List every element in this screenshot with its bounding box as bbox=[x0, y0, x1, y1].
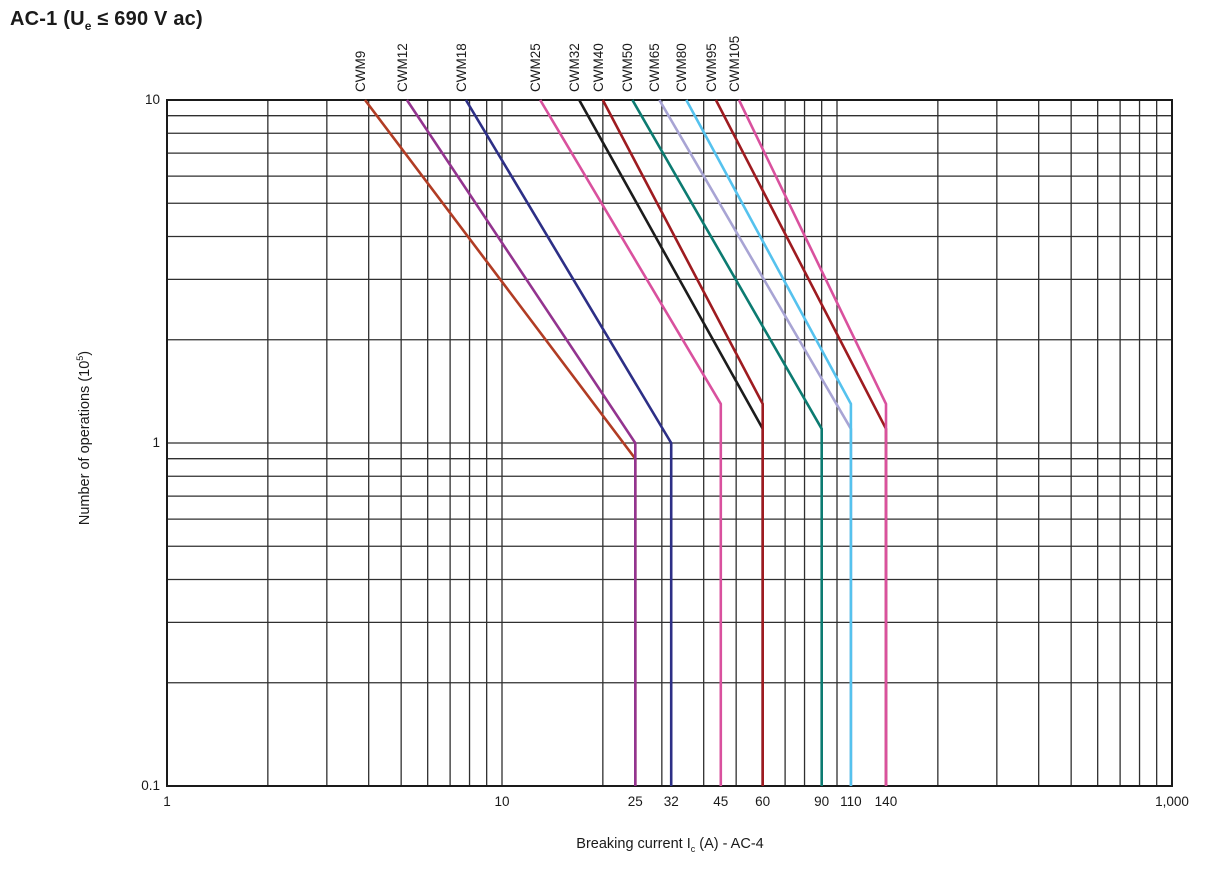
curve-label-cwm12: CWM12 bbox=[394, 43, 410, 92]
curve-label-cwm18: CWM18 bbox=[453, 43, 469, 92]
x-tick-label-45: 45 bbox=[713, 794, 729, 809]
y-axis-label-text: Number of operations (10 bbox=[76, 360, 93, 526]
curve-label-cwm32: CWM32 bbox=[567, 43, 583, 92]
y-tick-label-1: 1 bbox=[152, 435, 160, 450]
x-tick-label-25: 25 bbox=[627, 794, 643, 809]
curve-label-cwm40: CWM40 bbox=[590, 43, 606, 92]
y-axis-label-superscript: 5 bbox=[75, 355, 86, 361]
x-tick-label-110: 110 bbox=[840, 794, 862, 809]
curve-cwm105 bbox=[737, 99, 888, 786]
curve-label-cwm50: CWM50 bbox=[620, 43, 636, 92]
y-axis-label: Number of operations (105) bbox=[75, 351, 93, 525]
curve-cwm40 bbox=[601, 99, 765, 786]
x-tick-label-140: 140 bbox=[874, 794, 898, 809]
x-tick-label-60: 60 bbox=[755, 794, 771, 809]
x-axis-label-text-end: (A) - AC-4 bbox=[695, 836, 764, 852]
chart-title-text-end: ≤ 690 V ac) bbox=[91, 8, 203, 30]
y-tick-label-10: 10 bbox=[144, 92, 160, 107]
curve-cwm80 bbox=[685, 99, 853, 786]
curve-label-cwm65: CWM65 bbox=[647, 43, 663, 92]
curve-label-cwm80: CWM80 bbox=[674, 43, 690, 92]
x-axis-label-subscript: c bbox=[690, 843, 696, 854]
x-axis-label-text: Breaking current I bbox=[576, 836, 691, 852]
y-axis-label-text-end: ) bbox=[76, 350, 93, 356]
x-tick-label-1: 1 bbox=[163, 794, 171, 809]
chart-title-text: AC-1 (U bbox=[10, 8, 85, 30]
chart-title-subscript: e bbox=[84, 19, 92, 33]
x-tick-label-90: 90 bbox=[814, 794, 830, 809]
x-tick-label-10: 10 bbox=[494, 794, 510, 809]
curve-cwm50 bbox=[631, 99, 824, 786]
curve-label-cwm95: CWM95 bbox=[703, 43, 719, 92]
plot-border bbox=[166, 99, 1173, 787]
curve-label-cwm25: CWM25 bbox=[528, 43, 544, 92]
y-tick-label-0_1: 0.1 bbox=[141, 778, 160, 793]
x-axis-label: Breaking current Ic (A) - AC-4 bbox=[576, 836, 763, 854]
curve-cwm12 bbox=[405, 99, 637, 786]
x-tick-label-1000: 1,000 bbox=[1155, 794, 1189, 809]
curve-cwm18 bbox=[464, 99, 673, 786]
curve-label-cwm9: CWM9 bbox=[353, 50, 368, 92]
x-tick-label-32: 32 bbox=[663, 794, 679, 809]
curve-cwm25 bbox=[539, 99, 723, 786]
curve-label-cwm105: CWM105 bbox=[727, 35, 743, 92]
chart-title: AC-1 (Ue ≤ 690 V ac) bbox=[10, 8, 203, 33]
